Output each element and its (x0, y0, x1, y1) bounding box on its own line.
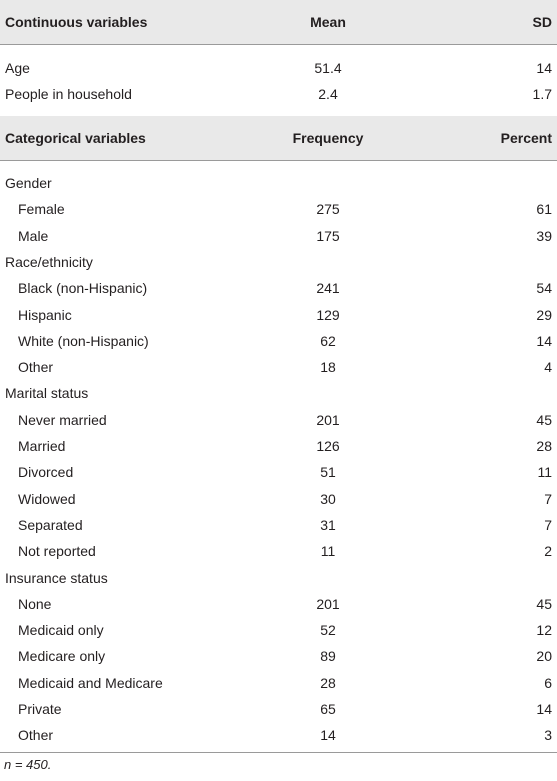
header-band (0, 116, 557, 160)
row-value: 51 (320, 464, 336, 481)
row-value: 7 (544, 516, 552, 533)
row-value: 45 (536, 411, 552, 428)
row-value: 65 (320, 701, 336, 717)
row-value: 2.4 (318, 86, 338, 103)
row-value: 20 (536, 648, 552, 665)
row-value: 14 (536, 60, 552, 76)
row-value: 14 (320, 727, 336, 744)
row-value: 51.4 (314, 60, 342, 76)
row-label: Widowed (18, 490, 76, 507)
column-header: Frequency (292, 130, 364, 146)
column-header: Percent (500, 130, 552, 146)
row-value: 30 (320, 490, 336, 507)
row-value: 14 (536, 332, 552, 349)
row-value: 28 (320, 674, 336, 691)
row-value: 14 (536, 701, 552, 717)
row-value: 175 (316, 227, 340, 244)
row-label: People in household (5, 86, 132, 103)
column-header: Mean (310, 14, 346, 30)
group-label: Gender (5, 175, 52, 191)
row-value: 89 (320, 648, 336, 665)
row-value: 6 (544, 674, 552, 691)
row-label: Male (18, 227, 49, 244)
row-value: 61 (536, 201, 552, 218)
row-value: 7 (544, 490, 552, 507)
column-header: SD (532, 14, 552, 30)
row-value: 1.7 (532, 86, 552, 103)
row-value: 54 (536, 280, 552, 297)
row-value: 2 (544, 543, 552, 560)
column-header: Categorical variables (5, 130, 146, 146)
row-value: 11 (320, 543, 336, 560)
row-label: Never married (18, 411, 107, 428)
row-label: Married (18, 438, 66, 454)
rule (0, 751, 557, 753)
group-label: Race/ethnicity (5, 253, 93, 270)
row-value: 62 (320, 332, 336, 349)
header-band (0, 0, 557, 44)
row-value: 126 (316, 438, 340, 454)
row-value: 18 (320, 359, 336, 376)
row-value: 31 (320, 516, 336, 533)
column-header: Continuous variables (5, 14, 148, 30)
footnote: n = 450. (4, 757, 52, 772)
row-value: 52 (320, 622, 336, 639)
row-value: 45 (536, 595, 552, 612)
row-label: Black (non-Hispanic) (18, 280, 148, 297)
row-label: Hispanic (18, 306, 72, 323)
row-value: 275 (316, 201, 340, 218)
row-label: Medicare only (18, 648, 106, 665)
row-value: 4 (544, 359, 552, 376)
row-label: Medicaid only (18, 622, 104, 639)
row-label: Divorced (18, 464, 74, 481)
row-value: 28 (536, 438, 552, 454)
group-label: Insurance status (5, 569, 108, 586)
row-value: 201 (316, 411, 340, 428)
row-label: Medicaid and Medicare (18, 674, 163, 691)
row-label: Not reported (18, 543, 96, 560)
row-label: Separated (18, 516, 83, 533)
rule (0, 160, 557, 161)
row-label: Private (18, 701, 62, 717)
row-value: 12 (536, 622, 552, 639)
row-label: Female (18, 201, 65, 218)
row-value: 3 (544, 727, 552, 744)
row-value: 11 (537, 464, 552, 481)
row-value: 29 (536, 306, 552, 323)
group-label: Marital status (5, 385, 89, 402)
row-label: Other (18, 727, 54, 744)
rule (0, 44, 557, 45)
row-value: 241 (316, 280, 340, 297)
row-value: 201 (316, 595, 340, 612)
row-label: Other (18, 359, 54, 376)
row-label: White (non-Hispanic) (18, 332, 149, 349)
row-label: Age (5, 60, 30, 76)
row-value: 39 (536, 227, 552, 244)
row-label: None (18, 595, 52, 612)
row-value: 129 (316, 306, 340, 323)
